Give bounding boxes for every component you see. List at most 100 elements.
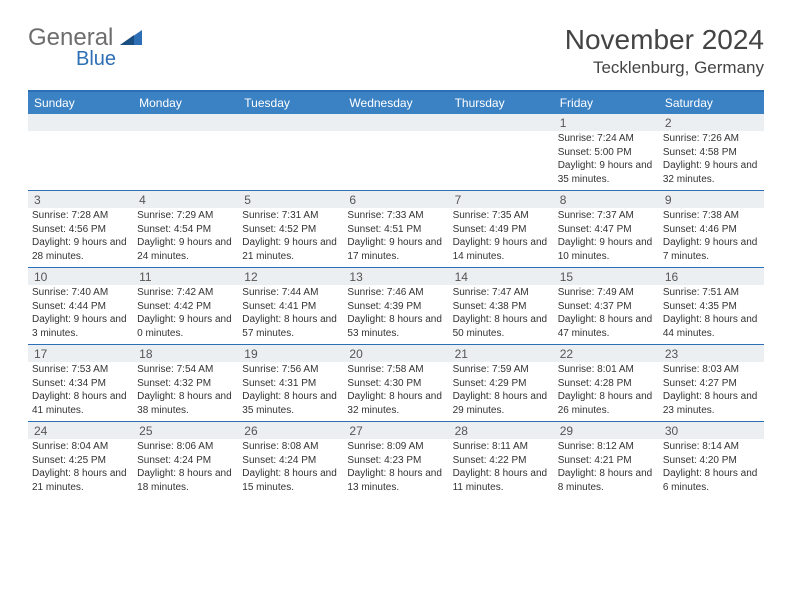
day-number: 1 xyxy=(554,114,659,131)
day-detail: Sunrise: 8:09 AM Sunset: 4:23 PM Dayligh… xyxy=(343,439,448,498)
day-number: 2 xyxy=(659,114,764,131)
day-detail: Sunrise: 7:46 AM Sunset: 4:39 PM Dayligh… xyxy=(343,285,448,344)
day-detail: Sunrise: 8:08 AM Sunset: 4:24 PM Dayligh… xyxy=(238,439,343,498)
day-number: 14 xyxy=(449,268,554,285)
day-number: 28 xyxy=(449,422,554,439)
day-detail: Sunrise: 7:54 AM Sunset: 4:32 PM Dayligh… xyxy=(133,362,238,421)
dayname-thursday: Thursday xyxy=(449,92,554,114)
dayname-tuesday: Tuesday xyxy=(238,92,343,114)
location-label: Tecklenburg, Germany xyxy=(565,58,764,78)
day-number: 15 xyxy=(554,268,659,285)
day-detail xyxy=(343,131,448,190)
day-detail: Sunrise: 7:26 AM Sunset: 4:58 PM Dayligh… xyxy=(659,131,764,190)
day-detail: Sunrise: 7:31 AM Sunset: 4:52 PM Dayligh… xyxy=(238,208,343,267)
day-number xyxy=(28,114,133,131)
day-detail: Sunrise: 8:06 AM Sunset: 4:24 PM Dayligh… xyxy=(133,439,238,498)
logo-word-blue: Blue xyxy=(76,48,142,71)
day-number: 25 xyxy=(133,422,238,439)
daynum-row: 17181920212223 xyxy=(28,344,764,362)
day-detail: Sunrise: 7:58 AM Sunset: 4:30 PM Dayligh… xyxy=(343,362,448,421)
dayname-wednesday: Wednesday xyxy=(343,92,448,114)
day-detail: Sunrise: 7:40 AM Sunset: 4:44 PM Dayligh… xyxy=(28,285,133,344)
day-number: 10 xyxy=(28,268,133,285)
day-detail: Sunrise: 7:59 AM Sunset: 4:29 PM Dayligh… xyxy=(449,362,554,421)
day-detail: Sunrise: 7:56 AM Sunset: 4:31 PM Dayligh… xyxy=(238,362,343,421)
day-number: 24 xyxy=(28,422,133,439)
page-title: November 2024 xyxy=(565,24,764,56)
day-number: 22 xyxy=(554,345,659,362)
logo: General Blue xyxy=(28,24,142,71)
day-detail: Sunrise: 8:01 AM Sunset: 4:28 PM Dayligh… xyxy=(554,362,659,421)
day-number: 17 xyxy=(28,345,133,362)
day-detail: Sunrise: 7:47 AM Sunset: 4:38 PM Dayligh… xyxy=(449,285,554,344)
content-row: Sunrise: 7:40 AM Sunset: 4:44 PM Dayligh… xyxy=(28,285,764,344)
daynum-row: 12 xyxy=(28,114,764,131)
day-number xyxy=(238,114,343,131)
day-detail: Sunrise: 7:42 AM Sunset: 4:42 PM Dayligh… xyxy=(133,285,238,344)
content-row: Sunrise: 7:24 AM Sunset: 5:00 PM Dayligh… xyxy=(28,131,764,190)
day-detail: Sunrise: 8:11 AM Sunset: 4:22 PM Dayligh… xyxy=(449,439,554,498)
content-row: Sunrise: 7:28 AM Sunset: 4:56 PM Dayligh… xyxy=(28,208,764,267)
day-detail: Sunrise: 8:14 AM Sunset: 4:20 PM Dayligh… xyxy=(659,439,764,498)
content-row: Sunrise: 7:53 AM Sunset: 4:34 PM Dayligh… xyxy=(28,362,764,421)
day-detail: Sunrise: 7:44 AM Sunset: 4:41 PM Dayligh… xyxy=(238,285,343,344)
day-number: 4 xyxy=(133,191,238,208)
day-number: 8 xyxy=(554,191,659,208)
daynum-row: 24252627282930 xyxy=(28,421,764,439)
day-detail: Sunrise: 7:51 AM Sunset: 4:35 PM Dayligh… xyxy=(659,285,764,344)
logo-text-wrap: General Blue xyxy=(28,24,142,71)
day-number: 18 xyxy=(133,345,238,362)
day-detail xyxy=(28,131,133,190)
day-detail: Sunrise: 7:35 AM Sunset: 4:49 PM Dayligh… xyxy=(449,208,554,267)
day-number: 3 xyxy=(28,191,133,208)
day-detail xyxy=(133,131,238,190)
calendar-grid: Sunday Monday Tuesday Wednesday Thursday… xyxy=(28,90,764,498)
day-number: 26 xyxy=(238,422,343,439)
day-number: 19 xyxy=(238,345,343,362)
day-detail: Sunrise: 8:04 AM Sunset: 4:25 PM Dayligh… xyxy=(28,439,133,498)
day-detail: Sunrise: 7:24 AM Sunset: 5:00 PM Dayligh… xyxy=(554,131,659,190)
daynum-row: 10111213141516 xyxy=(28,267,764,285)
day-detail: Sunrise: 7:37 AM Sunset: 4:47 PM Dayligh… xyxy=(554,208,659,267)
day-number: 21 xyxy=(449,345,554,362)
day-number: 16 xyxy=(659,268,764,285)
triangle-icon xyxy=(120,27,142,50)
dayname-saturday: Saturday xyxy=(659,92,764,114)
day-number xyxy=(343,114,448,131)
day-detail xyxy=(449,131,554,190)
day-detail: Sunrise: 7:33 AM Sunset: 4:51 PM Dayligh… xyxy=(343,208,448,267)
header: General Blue November 2024 Tecklenburg, … xyxy=(28,24,764,78)
day-number: 12 xyxy=(238,268,343,285)
day-detail: Sunrise: 7:28 AM Sunset: 4:56 PM Dayligh… xyxy=(28,208,133,267)
day-number: 20 xyxy=(343,345,448,362)
day-number: 9 xyxy=(659,191,764,208)
day-number xyxy=(449,114,554,131)
day-number: 13 xyxy=(343,268,448,285)
dayname-header-row: Sunday Monday Tuesday Wednesday Thursday… xyxy=(28,92,764,114)
dayname-sunday: Sunday xyxy=(28,92,133,114)
day-detail: Sunrise: 7:29 AM Sunset: 4:54 PM Dayligh… xyxy=(133,208,238,267)
day-detail: Sunrise: 7:49 AM Sunset: 4:37 PM Dayligh… xyxy=(554,285,659,344)
day-detail: Sunrise: 7:38 AM Sunset: 4:46 PM Dayligh… xyxy=(659,208,764,267)
content-row: Sunrise: 8:04 AM Sunset: 4:25 PM Dayligh… xyxy=(28,439,764,498)
day-number xyxy=(133,114,238,131)
day-number: 5 xyxy=(238,191,343,208)
day-number: 23 xyxy=(659,345,764,362)
daynum-row: 3456789 xyxy=(28,190,764,208)
logo-word-general: General xyxy=(28,24,113,51)
day-number: 29 xyxy=(554,422,659,439)
day-number: 6 xyxy=(343,191,448,208)
calendar-page: General Blue November 2024 Tecklenburg, … xyxy=(0,0,792,522)
weeks-container: 12Sunrise: 7:24 AM Sunset: 5:00 PM Dayli… xyxy=(28,114,764,498)
day-detail: Sunrise: 7:53 AM Sunset: 4:34 PM Dayligh… xyxy=(28,362,133,421)
day-detail: Sunrise: 8:03 AM Sunset: 4:27 PM Dayligh… xyxy=(659,362,764,421)
day-number: 30 xyxy=(659,422,764,439)
dayname-friday: Friday xyxy=(554,92,659,114)
day-number: 27 xyxy=(343,422,448,439)
day-number: 11 xyxy=(133,268,238,285)
day-detail: Sunrise: 8:12 AM Sunset: 4:21 PM Dayligh… xyxy=(554,439,659,498)
dayname-monday: Monday xyxy=(133,92,238,114)
day-number: 7 xyxy=(449,191,554,208)
title-block: November 2024 Tecklenburg, Germany xyxy=(565,24,764,78)
day-detail xyxy=(238,131,343,190)
